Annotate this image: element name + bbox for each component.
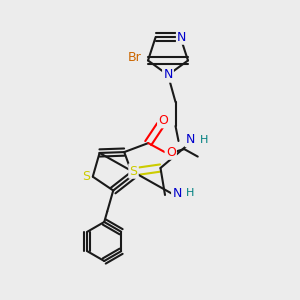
Text: S: S	[130, 164, 137, 178]
Text: H: H	[200, 134, 208, 145]
Text: S: S	[82, 170, 90, 183]
Text: N: N	[172, 187, 182, 200]
Text: O: O	[158, 114, 168, 127]
Text: N: N	[177, 31, 187, 44]
Text: O: O	[166, 146, 176, 159]
Text: N: N	[186, 133, 195, 146]
Text: Br: Br	[128, 51, 141, 64]
Text: H: H	[186, 188, 195, 199]
Text: N: N	[163, 68, 173, 82]
